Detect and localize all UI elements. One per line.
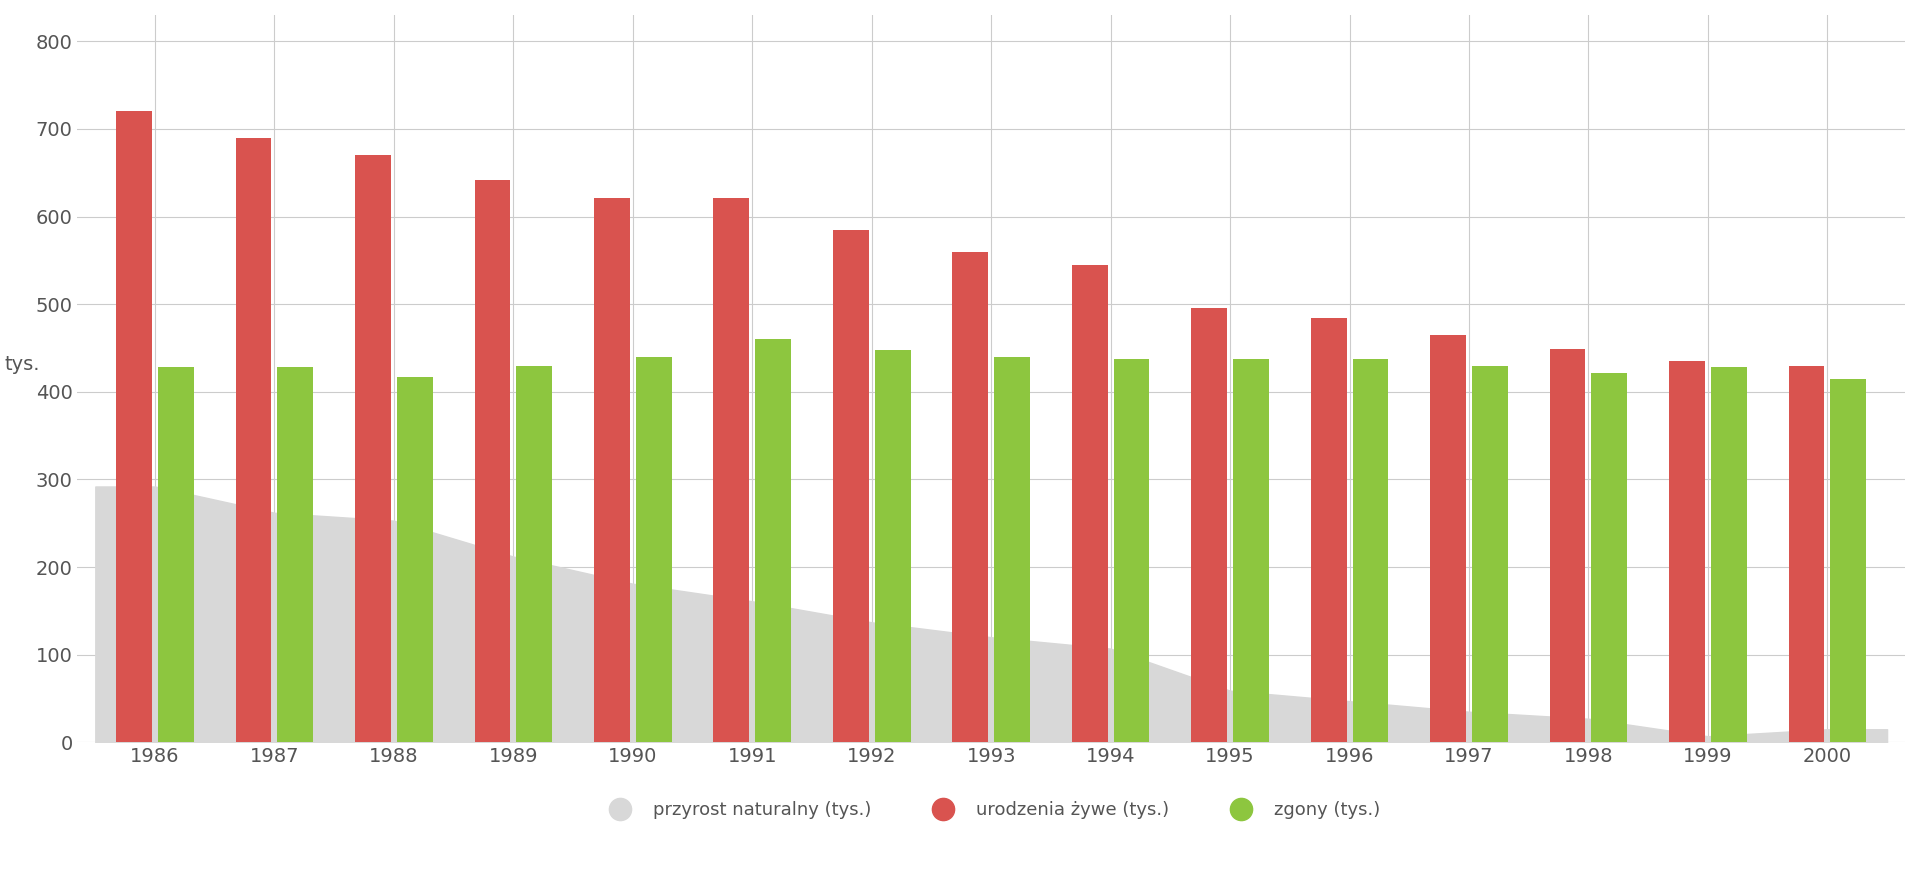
Bar — [117, 111, 152, 742]
Bar — [397, 377, 432, 742]
Y-axis label: tys.: tys. — [6, 355, 40, 373]
Bar — [714, 198, 749, 742]
Bar — [1430, 335, 1467, 742]
Legend: przyrost naturalny (tys.), urodzenia żywe (tys.), zgony (tys.): przyrost naturalny (tys.), urodzenia żyw… — [593, 792, 1388, 828]
Bar — [1668, 361, 1705, 742]
Bar — [516, 365, 553, 742]
Bar — [1473, 365, 1507, 742]
Bar — [755, 339, 791, 742]
Bar — [995, 356, 1029, 742]
Bar — [1711, 367, 1747, 742]
Bar — [1311, 318, 1346, 742]
Bar — [1592, 372, 1628, 742]
Bar — [1789, 365, 1824, 742]
Bar — [833, 230, 868, 742]
Bar — [1352, 359, 1388, 742]
Bar — [236, 138, 271, 742]
Bar — [1830, 379, 1866, 742]
Bar — [278, 367, 313, 742]
Bar — [1190, 307, 1227, 742]
Bar — [952, 251, 989, 742]
Bar — [1549, 349, 1586, 742]
Bar — [1114, 358, 1150, 742]
Bar — [593, 198, 630, 742]
Bar — [355, 155, 392, 742]
Bar — [1071, 265, 1108, 742]
Bar — [474, 180, 511, 742]
Bar — [157, 367, 194, 742]
Bar — [876, 350, 910, 742]
Bar — [636, 356, 672, 742]
Bar — [1233, 359, 1269, 742]
